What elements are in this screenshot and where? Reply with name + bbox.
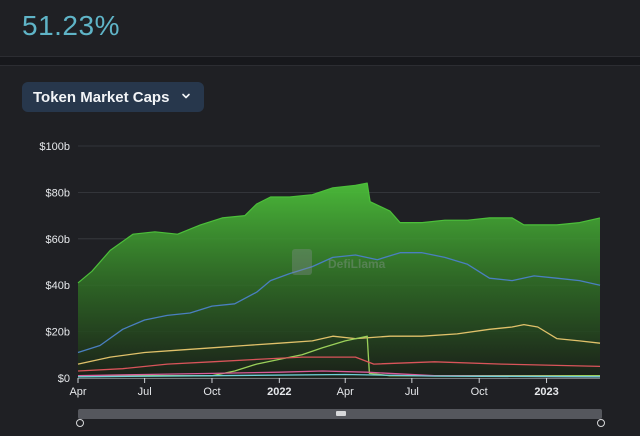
y-tick-label: $0 <box>58 373 70 385</box>
x-tick-label: Apr <box>69 386 86 398</box>
x-tick-label: 2022 <box>267 386 291 398</box>
series-line-pink <box>77 370 601 378</box>
series-line-total <box>77 182 601 284</box>
y-tick-label: $80b <box>46 187 70 199</box>
slider-left-handle[interactable] <box>76 419 84 427</box>
y-tick-label: $60b <box>46 234 70 246</box>
stat-card: 51.23% <box>0 0 640 57</box>
market-cap-chart: DefiLlama $0 $20b $40b $60b $80b $100b Apr Jul… <box>39 141 601 398</box>
series-line-blue <box>77 252 601 354</box>
y-tick-label: $20b <box>46 327 70 339</box>
slider-right-handle[interactable] <box>597 419 605 427</box>
series-area-total <box>78 183 600 378</box>
x-tick-label: Jul <box>138 386 152 398</box>
x-tick-label: Oct <box>471 386 488 398</box>
series-line-yellow <box>77 323 601 365</box>
series-line-olive <box>78 335 600 377</box>
series-line-cyan <box>77 373 601 378</box>
y-tick-label: $40b <box>46 280 70 292</box>
series-line-red <box>77 356 601 372</box>
x-tick-label: Apr <box>337 386 354 398</box>
watermark-text: DefiLlama <box>328 257 386 271</box>
dominance-value: 51.23% <box>22 10 120 41</box>
x-tick-label: 2023 <box>534 386 558 398</box>
chart-type-dropdown[interactable]: Token Market Caps <box>22 82 204 112</box>
chevron-down-icon <box>182 93 190 99</box>
slider-grip-icon[interactable] <box>336 411 346 416</box>
dropdown-label: Token Market Caps <box>33 88 170 106</box>
defillama-logo-icon <box>292 249 312 275</box>
y-tick-label: $100b <box>39 141 70 153</box>
watermark: DefiLlama <box>292 249 386 275</box>
x-tick-label: Oct <box>203 386 220 398</box>
x-tick-label: Jul <box>405 386 419 398</box>
